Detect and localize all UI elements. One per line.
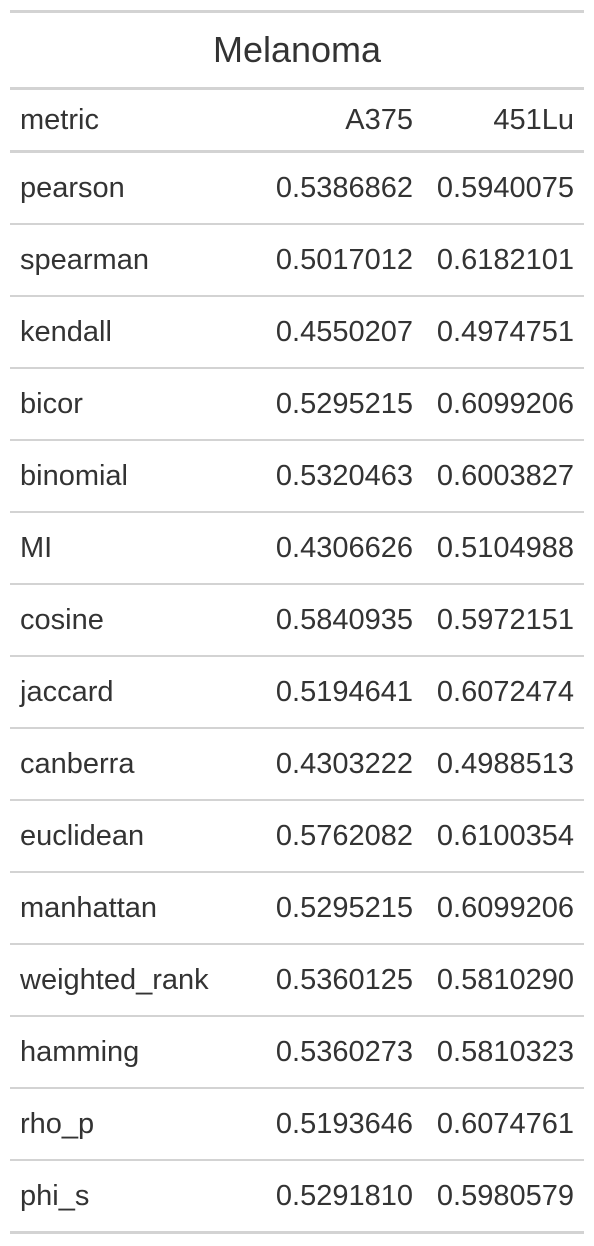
a375-value-cell: 0.4306626 (275, 531, 413, 564)
451lu-value-cell: 0.5972151 (436, 603, 574, 636)
metric-cell: hamming (20, 1035, 140, 1068)
a375-value-cell: 0.5762082 (275, 819, 413, 852)
a375-value-cell: 0.5386862 (275, 171, 413, 204)
451lu-value-cell: 0.6182101 (436, 243, 574, 276)
metric-cell: bicor (20, 387, 83, 420)
a375-value-cell: 0.5193646 (275, 1107, 413, 1140)
451lu-value-cell: 0.5810290 (436, 963, 574, 996)
a375-value-cell: 0.5360273 (275, 1035, 413, 1068)
title-rule (10, 87, 584, 90)
table-top-rule (10, 10, 584, 13)
a375-value-cell: 0.5840935 (275, 603, 413, 636)
a375-value-cell: 0.5360125 (275, 963, 413, 996)
metric-cell: binomial (20, 459, 128, 492)
a375-value-cell: 0.5320463 (275, 459, 413, 492)
melanoma-table: Melanoma metric A375 451Lu pearson 0.5386… (10, 10, 584, 1234)
table-row: manhattan 0.5295215 0.6099206 (10, 873, 584, 945)
451lu-value-cell: 0.6099206 (436, 891, 574, 924)
table-row: cosine 0.5840935 0.5972151 (10, 585, 584, 657)
table-row: hamming 0.5360273 0.5810323 (10, 1017, 584, 1089)
metric-cell: manhattan (20, 891, 158, 924)
metric-cell: canberra (20, 747, 135, 780)
table-row: jaccard 0.5194641 0.6072474 (10, 657, 584, 729)
a375-value-cell: 0.4303222 (275, 747, 413, 780)
table-row: phi_s 0.5291810 0.5980579 (10, 1161, 584, 1231)
table-bottom-rule (10, 1231, 584, 1234)
table-row: canberra 0.4303222 0.4988513 (10, 729, 584, 801)
metric-cell: pearson (20, 171, 125, 204)
451lu-value-cell: 0.6099206 (436, 387, 574, 420)
column-header-451lu: 451Lu (493, 103, 574, 136)
a375-value-cell: 0.4550207 (275, 315, 413, 348)
a375-value-cell: 0.5295215 (275, 387, 413, 420)
table-row: euclidean 0.5762082 0.6100354 (10, 801, 584, 873)
table-row: weighted_rank 0.5360125 0.5810290 (10, 945, 584, 1017)
table-row: MI 0.4306626 0.5104988 (10, 513, 584, 585)
metric-cell: MI (20, 531, 53, 564)
451lu-value-cell: 0.5810323 (436, 1035, 574, 1068)
metric-cell: euclidean (20, 819, 145, 852)
metric-cell: kendall (20, 315, 112, 348)
table-row: spearman 0.5017012 0.6182101 (10, 225, 584, 297)
451lu-value-cell: 0.5980579 (436, 1179, 574, 1212)
metric-cell: phi_s (20, 1179, 90, 1212)
metric-cell: spearman (20, 243, 149, 276)
table-title: Melanoma (212, 29, 382, 70)
a375-value-cell: 0.5194641 (275, 675, 413, 708)
metric-cell: cosine (20, 603, 104, 636)
header-rule (10, 150, 584, 153)
table-row: kendall 0.4550207 0.4974751 (10, 297, 584, 369)
a375-value-cell: 0.5295215 (275, 891, 413, 924)
451lu-value-cell: 0.6074761 (436, 1107, 574, 1140)
metric-cell: jaccard (20, 675, 114, 708)
a375-value-cell: 0.5017012 (275, 243, 413, 276)
451lu-value-cell: 0.4974751 (436, 315, 574, 348)
table-row: bicor 0.5295215 0.6099206 (10, 369, 584, 441)
451lu-value-cell: 0.5104988 (436, 531, 574, 564)
451lu-value-cell: 0.4988513 (436, 747, 574, 780)
451lu-value-cell: 0.5940075 (436, 171, 574, 204)
451lu-value-cell: 0.6100354 (436, 819, 574, 852)
a375-value-cell: 0.5291810 (275, 1179, 413, 1212)
metric-cell: rho_p (20, 1107, 95, 1140)
table-row: pearson 0.5386862 0.5940075 (10, 153, 584, 225)
column-header-row: metric A375 451Lu (10, 90, 584, 150)
table-row: binomial 0.5320463 0.6003827 (10, 441, 584, 513)
table-row: rho_p 0.5193646 0.6074761 (10, 1089, 584, 1161)
column-header-a375: A375 (345, 103, 413, 136)
table-body: pearson 0.5386862 0.5940075 spearman 0.50170… (10, 153, 584, 1231)
451lu-value-cell: 0.6072474 (436, 675, 574, 708)
metric-cell: weighted_rank (20, 963, 209, 996)
column-header-metric: metric (20, 103, 99, 136)
451lu-value-cell: 0.6003827 (436, 459, 574, 492)
